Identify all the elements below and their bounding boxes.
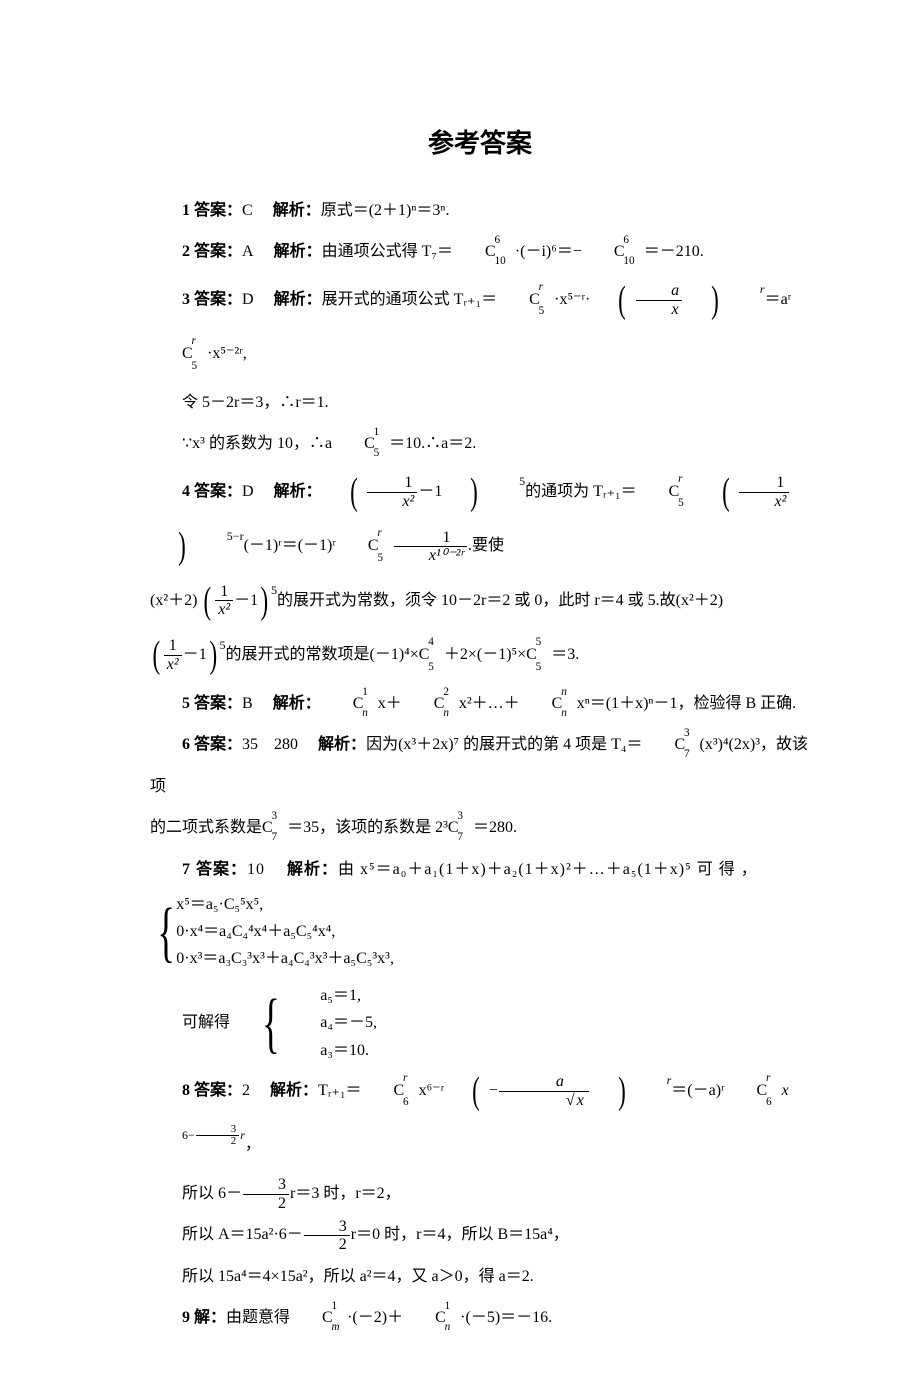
q2: 2 答案：A 解析：由通项公式得 T₇＝C610·(－i)⁶＝−C610＝－21… (150, 231, 810, 273)
q7-line1: 7 答案：10 解析：由 x⁵＝a₀＋a₁(1＋x)＋a₂(1＋x)²＋…＋a₅… (150, 849, 810, 891)
q7-system: { x⁵＝a₅·C₅⁵x⁵, 0·x⁴＝a₄C₄⁴x⁴＋a₅C₅⁴x⁴, 0·x… (150, 891, 810, 973)
q3-line1: 3 答案：D 解析：展开式的通项公式 Tᵣ₊₁＝Cr5·x⁵⁻ʳ·(ax)r＝a… (150, 273, 810, 382)
q5: 5 答案：B 解析：C1nx＋C2nx²＋…＋Cnnxⁿ＝(1＋x)ⁿ－1，检验… (150, 683, 810, 725)
page-title: 参考答案 (150, 110, 810, 178)
q4-line2: (x²＋2) (1x²－1)5的展开式为常数，须令 10－2r＝2 或 0，此时… (150, 574, 810, 629)
q9: 9 解：由题意得C1m·(－2)＋C1n·(－5)＝－16. (150, 1297, 810, 1339)
q7-line2: 可解得 { a₅＝1, a₄＝－5, a₃＝10. (150, 982, 810, 1064)
q4-line1: 4 答案：D 解析：(1x²－1)5的通项为 Tᵣ₊₁＝Cr5(1x²)5−r(… (150, 465, 810, 574)
q8-line3: 所以 A＝15a²·6－32r＝0 时，r＝4，所以 B＝15a⁴， (150, 1214, 810, 1256)
q1: 1 答案：C 解析：原式＝(2＋1)ⁿ＝3ⁿ. (150, 190, 810, 232)
q6-line1: 6 答案：35 280 解析：因为(x³＋2x)⁷ 的展开式的第 4 项是 T₄… (150, 724, 810, 807)
q3-line3: ∵x³ 的系数为 10，∴aC15＝10.∴a＝2. (150, 423, 810, 465)
q8-line1: 8 答案：2 解析：Tᵣ₊₁＝Cr6x⁶⁻ʳ(−a√x)r＝(－a)ʳCr6x6… (150, 1064, 810, 1173)
q6-line2: 的二项式系数是C37＝35，该项的系数是 2³C37＝280. (150, 807, 810, 849)
q8-line4: 所以 15a⁴＝4×15a²，所以 a²＝4，又 a＞0，得 a＝2. (150, 1256, 810, 1298)
q3-line2: 令 5－2r＝3，∴r＝1. (150, 382, 810, 424)
q8-line2: 所以 6－32r＝3 时，r＝2， (150, 1173, 810, 1215)
q4-line3: (1x²－1)5的展开式的常数项是(－1)⁴×C45＋2×(－1)⁵×C55＝3… (150, 628, 810, 683)
